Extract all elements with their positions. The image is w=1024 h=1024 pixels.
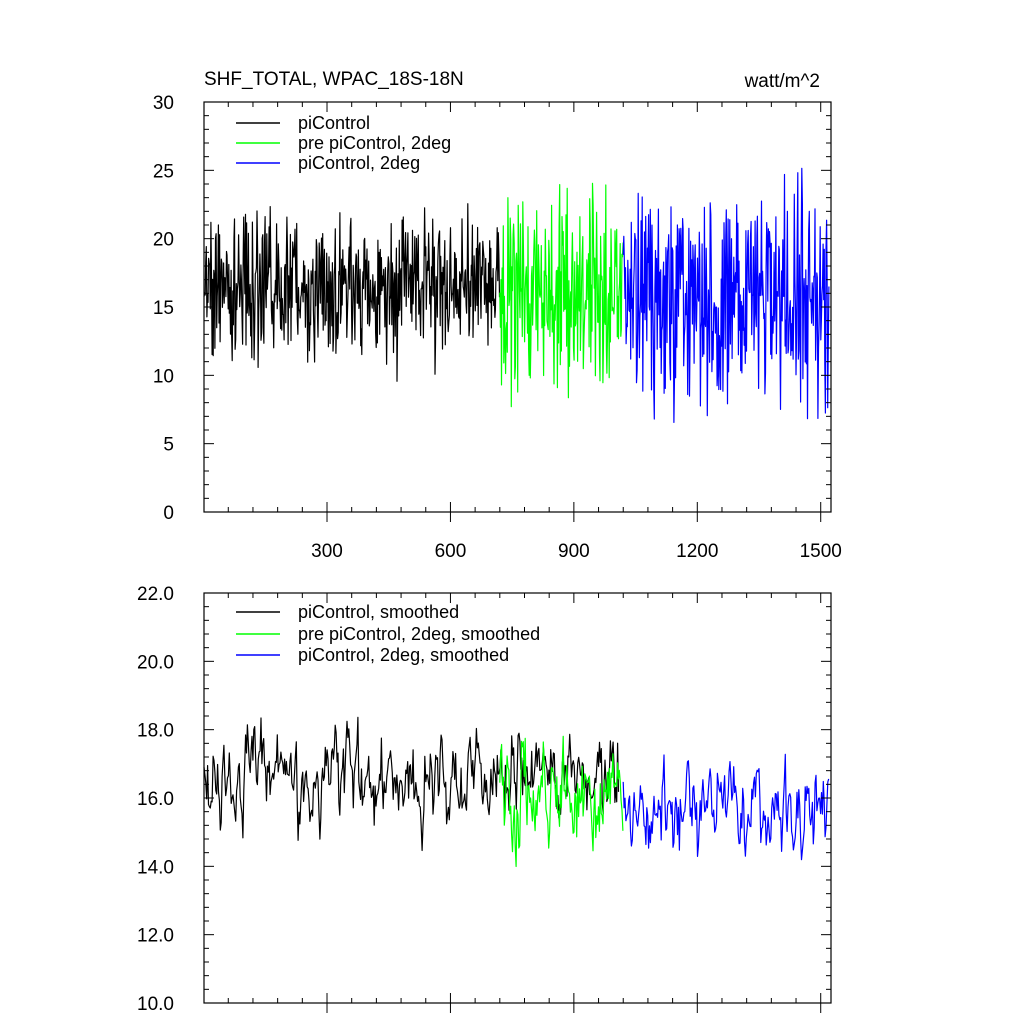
top-panel-y-tick-labels: 0 5 10 15 20 25 30	[153, 93, 174, 524]
legend-label-pre-piControl-2deg: pre piControl, 2deg	[298, 133, 451, 153]
y-tick-label: 20.0	[137, 652, 174, 673]
top-panel-units: watt/m^2	[744, 71, 820, 92]
top-panel-legend: piControl pre piControl, 2deg piControl,…	[236, 113, 451, 173]
series-line-pre-picontrol-2deg-smoothed	[499, 735, 624, 868]
y-tick-label: 15	[153, 298, 174, 319]
legend-label-piControl: piControl	[298, 113, 370, 133]
series-line-picontrol-2deg	[622, 167, 830, 423]
x-tick-label: 1500	[800, 541, 842, 562]
x-tick-label: 1200	[676, 541, 718, 562]
y-tick-label: 22.0	[137, 584, 174, 605]
y-tick-label: 12.0	[137, 926, 174, 947]
series-line-picontrol	[203, 203, 501, 382]
legend-label-piControl-2deg: piControl, 2deg	[298, 153, 420, 173]
y-tick-label: 16.0	[137, 789, 174, 810]
series-line-pre-picontrol-2deg	[499, 182, 624, 408]
x-tick-label: 300	[311, 541, 343, 562]
bottom-panel: 10.0 12.0 14.0 16.0 18.0 20.0 22.0 piCon…	[137, 584, 832, 1015]
legend-label-piControl-2deg-smoothed: piControl, 2deg, smoothed	[298, 645, 509, 665]
bottom-panel-ticks	[204, 592, 831, 1013]
y-tick-label: 30	[153, 93, 174, 114]
series-line-picontrol-smoothed	[203, 716, 620, 852]
y-tick-label: 14.0	[137, 857, 174, 878]
top-panel-x-tick-labels: 300 600 900 1200 1500	[311, 541, 842, 562]
top-panel: SHF_TOTAL, WPAC_18S-18N watt/m^2 0 5 10 …	[153, 69, 842, 562]
top-panel-ticks	[204, 101, 831, 522]
bottom-panel-legend: piControl, smoothed pre piControl, 2deg,…	[236, 602, 540, 665]
series-line-picontrol-2deg-smoothed	[622, 753, 830, 861]
y-tick-label: 18.0	[137, 721, 174, 742]
y-tick-label: 10.0	[137, 994, 174, 1015]
bottom-panel-series	[203, 716, 830, 868]
legend-label-piControl-smoothed: piControl, smoothed	[298, 602, 459, 622]
x-tick-label: 600	[435, 541, 467, 562]
y-tick-label: 0	[163, 503, 174, 524]
y-tick-label: 5	[163, 435, 174, 456]
y-tick-label: 10	[153, 366, 174, 387]
y-tick-label: 25	[153, 161, 174, 182]
legend-label-pre-piControl-2deg-smoothed: pre piControl, 2deg, smoothed	[298, 624, 540, 644]
bottom-panel-y-tick-labels: 10.0 12.0 14.0 16.0 18.0 20.0 22.0	[137, 584, 174, 1015]
x-tick-label: 900	[558, 541, 590, 562]
top-panel-title: SHF_TOTAL, WPAC_18S-18N	[204, 69, 464, 90]
y-tick-label: 20	[153, 230, 174, 251]
top-panel-series	[203, 167, 830, 423]
